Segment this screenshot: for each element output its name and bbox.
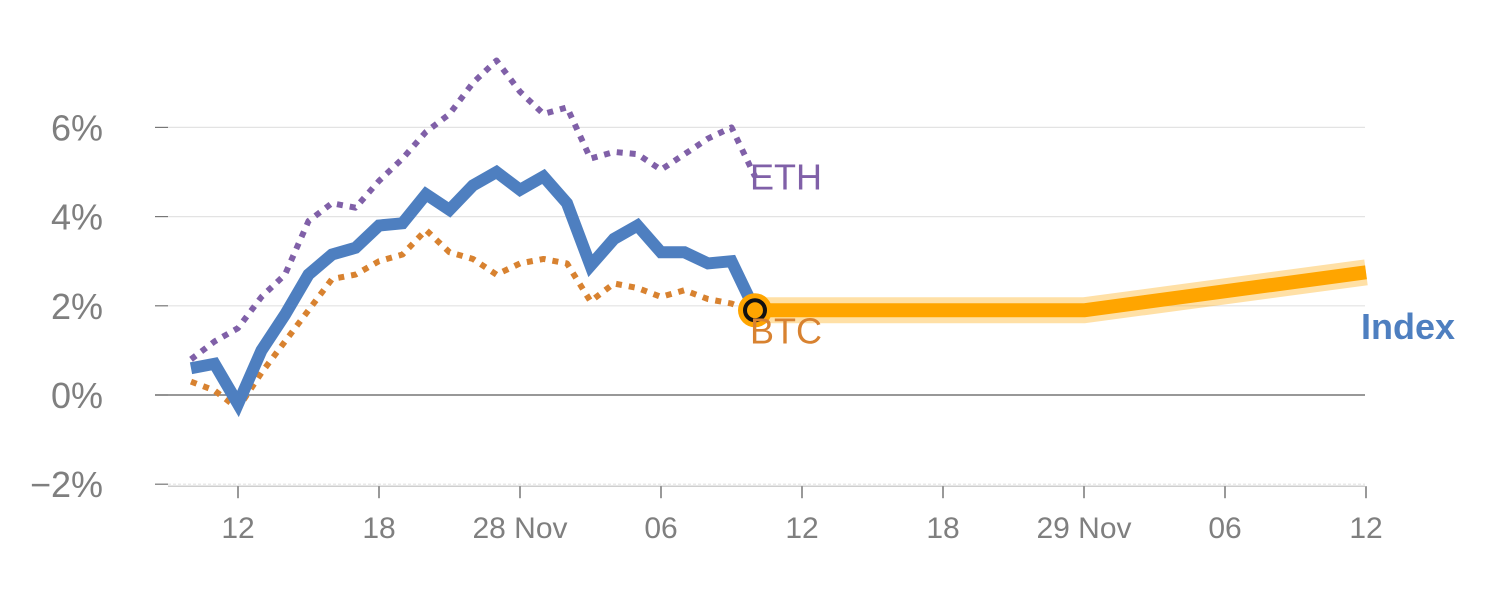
- x-tick-label: 28 Nov: [472, 512, 567, 545]
- marker-ring: [743, 298, 767, 323]
- y-axis-ticks: −2% 0% 2% 4% 6%: [30, 107, 168, 505]
- series-labels: ETH BTC Index: [750, 156, 1455, 351]
- x-tick-label: 12: [221, 512, 254, 545]
- series-lines: [189, 57, 1368, 418]
- y-tick-label: 2%: [51, 286, 103, 327]
- eth-series-line: [189, 57, 758, 362]
- y-tick-label: 0%: [51, 375, 103, 416]
- eth-series-label: ETH: [750, 156, 822, 197]
- current-point-marker: [738, 293, 772, 328]
- y-tick-label: −2%: [30, 464, 103, 505]
- x-tick-label: 06: [1208, 512, 1241, 545]
- y-tick-label: 6%: [51, 107, 103, 148]
- x-tick-label: 18: [926, 512, 959, 545]
- projection-series-line: [755, 265, 1367, 318]
- x-tick-label: 12: [1349, 512, 1382, 545]
- x-axis-ticks: 12 18 28 Nov 06 12 18 29 Nov 06 12: [221, 486, 1383, 545]
- y-tick-label: 4%: [51, 197, 103, 238]
- btc-series-label: BTC: [750, 310, 822, 351]
- index-series-label: Index: [1361, 306, 1455, 347]
- btc-series-line: [189, 226, 757, 412]
- x-tick-label: 29 Nov: [1036, 512, 1131, 545]
- marker-outer: [738, 293, 772, 328]
- x-tick-label: 12: [785, 512, 818, 545]
- index-series-line: [189, 164, 761, 418]
- x-tick-label: 18: [362, 512, 395, 545]
- x-tick-label: 06: [644, 512, 677, 545]
